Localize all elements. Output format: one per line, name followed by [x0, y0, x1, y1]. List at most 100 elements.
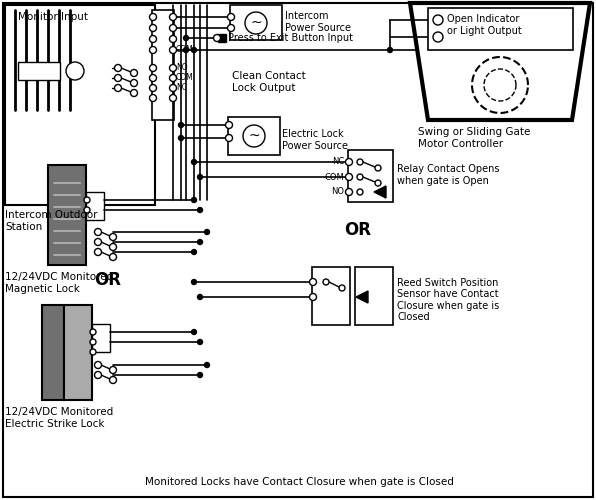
Circle shape — [178, 122, 184, 128]
Text: Reed Switch Position
Sensor have Contact
Closure when gate is
Closed: Reed Switch Position Sensor have Contact… — [397, 278, 499, 322]
Circle shape — [191, 48, 197, 52]
Circle shape — [339, 285, 345, 291]
Circle shape — [191, 198, 197, 202]
Text: Electric Lock
Power Source: Electric Lock Power Source — [282, 129, 348, 151]
Circle shape — [225, 134, 232, 141]
Polygon shape — [374, 186, 386, 198]
FancyBboxPatch shape — [48, 165, 86, 265]
Circle shape — [169, 84, 176, 91]
Polygon shape — [410, 3, 590, 120]
Text: OR: OR — [95, 271, 122, 289]
Text: 12/24VDC Monitored
Electric Strike Lock: 12/24VDC Monitored Electric Strike Lock — [5, 407, 113, 428]
Circle shape — [150, 74, 157, 82]
Circle shape — [84, 207, 90, 213]
Text: COM: COM — [176, 74, 194, 82]
FancyBboxPatch shape — [355, 267, 393, 325]
FancyBboxPatch shape — [428, 8, 573, 50]
Circle shape — [323, 279, 329, 285]
Circle shape — [90, 349, 96, 355]
Text: NO: NO — [176, 64, 188, 72]
Circle shape — [131, 80, 138, 86]
Circle shape — [357, 174, 363, 180]
FancyBboxPatch shape — [218, 34, 226, 42]
Circle shape — [357, 159, 363, 165]
Text: Relay Contact Opens
when gate is Open: Relay Contact Opens when gate is Open — [397, 164, 499, 186]
Circle shape — [357, 189, 363, 195]
Circle shape — [114, 74, 122, 82]
Circle shape — [95, 362, 101, 368]
Circle shape — [110, 254, 116, 260]
Circle shape — [197, 294, 203, 300]
Circle shape — [150, 64, 157, 71]
FancyBboxPatch shape — [5, 5, 155, 205]
Text: NC: NC — [332, 158, 344, 166]
Circle shape — [90, 339, 96, 345]
Circle shape — [150, 36, 157, 43]
Circle shape — [169, 94, 176, 102]
Circle shape — [150, 94, 157, 102]
Circle shape — [309, 294, 316, 300]
Circle shape — [150, 14, 157, 20]
Circle shape — [191, 250, 197, 254]
Circle shape — [346, 174, 352, 180]
Circle shape — [228, 14, 234, 20]
Circle shape — [204, 230, 210, 234]
Circle shape — [228, 24, 234, 32]
Circle shape — [169, 14, 176, 20]
FancyBboxPatch shape — [42, 305, 64, 400]
Circle shape — [110, 234, 116, 240]
Text: OR: OR — [344, 221, 371, 239]
FancyBboxPatch shape — [228, 117, 280, 155]
Circle shape — [150, 46, 157, 54]
Circle shape — [243, 125, 265, 147]
Circle shape — [433, 15, 443, 25]
Circle shape — [225, 122, 232, 128]
Circle shape — [346, 188, 352, 196]
Circle shape — [110, 244, 116, 250]
Circle shape — [131, 90, 138, 96]
FancyBboxPatch shape — [64, 305, 92, 400]
Circle shape — [114, 84, 122, 91]
Text: COM: COM — [324, 172, 344, 182]
Circle shape — [169, 46, 176, 54]
Text: Monitored Locks have Contact Closure when gate is Closed: Monitored Locks have Contact Closure whe… — [145, 477, 454, 487]
Circle shape — [191, 280, 197, 284]
Text: Open Indicator
or Light Output: Open Indicator or Light Output — [447, 14, 522, 36]
Text: Intercom
Power Source: Intercom Power Source — [285, 11, 351, 33]
Text: Press to Exit Button Input: Press to Exit Button Input — [228, 33, 353, 43]
Circle shape — [309, 278, 316, 285]
FancyBboxPatch shape — [348, 150, 393, 202]
Circle shape — [375, 165, 381, 171]
Circle shape — [191, 330, 197, 334]
Text: NC: NC — [176, 84, 187, 92]
Circle shape — [346, 158, 352, 166]
Text: Intercom Outdoor
Station: Intercom Outdoor Station — [5, 210, 98, 232]
Text: COM: COM — [176, 46, 194, 54]
Circle shape — [245, 12, 267, 34]
FancyBboxPatch shape — [92, 324, 110, 352]
FancyBboxPatch shape — [18, 62, 60, 80]
Polygon shape — [356, 291, 368, 303]
Circle shape — [169, 74, 176, 82]
Circle shape — [95, 248, 101, 256]
FancyBboxPatch shape — [152, 10, 174, 120]
Circle shape — [213, 34, 221, 42]
Circle shape — [197, 372, 203, 378]
Circle shape — [131, 70, 138, 76]
Circle shape — [197, 340, 203, 344]
Circle shape — [197, 174, 203, 180]
Circle shape — [375, 180, 381, 186]
Circle shape — [184, 36, 188, 41]
Circle shape — [169, 64, 176, 71]
FancyBboxPatch shape — [230, 5, 282, 40]
Circle shape — [84, 197, 90, 203]
Text: Clean Contact
Lock Output: Clean Contact Lock Output — [232, 71, 306, 93]
Text: Swing or Sliding Gate
Motor Controller: Swing or Sliding Gate Motor Controller — [418, 127, 530, 148]
Circle shape — [169, 36, 176, 43]
Circle shape — [178, 136, 184, 140]
Circle shape — [150, 24, 157, 32]
Circle shape — [90, 329, 96, 335]
Circle shape — [110, 366, 116, 374]
Text: 12/24VDC Monitored
Magnetic Lock: 12/24VDC Monitored Magnetic Lock — [5, 272, 113, 293]
Circle shape — [95, 238, 101, 246]
